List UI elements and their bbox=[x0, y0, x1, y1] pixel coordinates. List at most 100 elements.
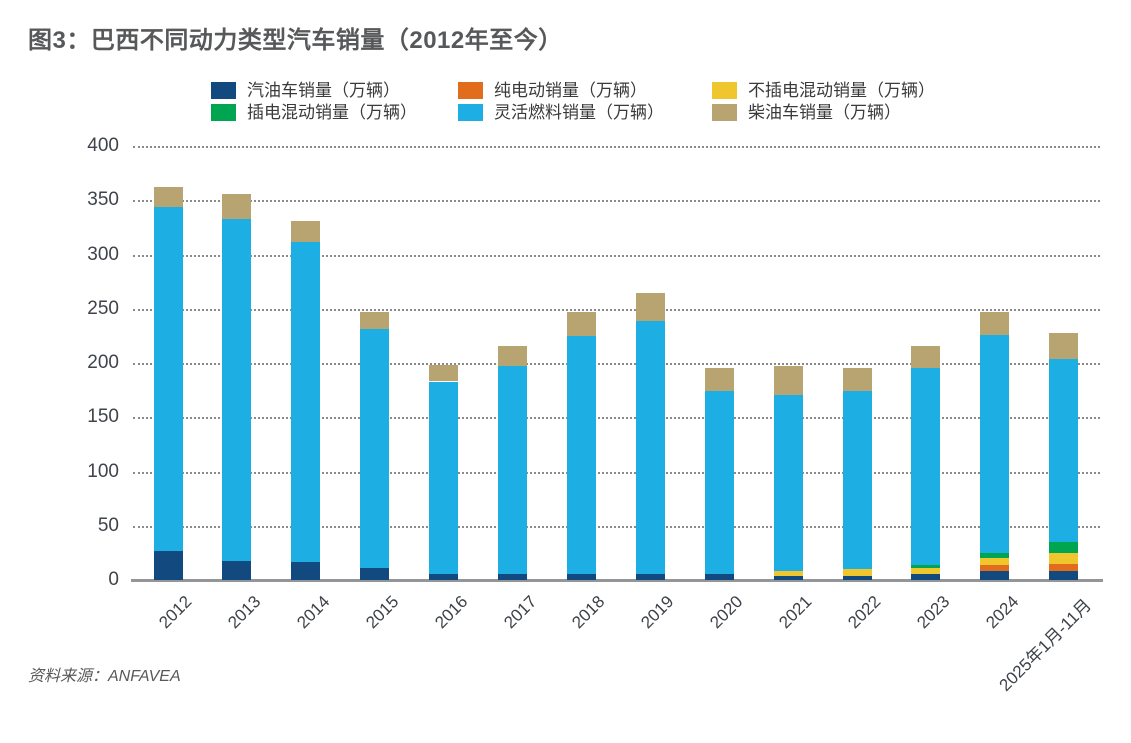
chart-title: 图3：巴西不同动力类型汽车销量（2012年至今） bbox=[28, 27, 563, 54]
legend-item-bev: 纯电动销量（万辆） bbox=[458, 80, 712, 100]
grid-line bbox=[133, 471, 1100, 474]
x-tick-label: 2023 bbox=[913, 592, 954, 633]
legend-label: 不插电混动销量（万辆） bbox=[748, 80, 935, 100]
bar-segment-flex bbox=[842, 391, 872, 570]
x-tick-label: 2015 bbox=[361, 592, 403, 633]
x-tick-label: 2019 bbox=[637, 592, 678, 633]
bar-2014 bbox=[291, 146, 321, 580]
bar-segment-diesel bbox=[773, 366, 803, 395]
bar-2022 bbox=[842, 146, 872, 580]
legend-label: 汽油车销量（万辆） bbox=[247, 80, 400, 100]
bar-segment-gasoline bbox=[291, 561, 321, 580]
bar-segment-flex bbox=[566, 335, 596, 574]
bar-segment-gasoline bbox=[153, 550, 183, 580]
grid-line bbox=[133, 308, 1100, 311]
bar-segment-diesel bbox=[980, 312, 1010, 335]
legend-item-flex: 灵活燃料销量（万辆） bbox=[458, 102, 712, 122]
x-tick-label: 2014 bbox=[293, 592, 334, 633]
bar-segment-hev bbox=[911, 568, 941, 574]
bar-2012 bbox=[153, 146, 183, 580]
bar-segment-phev bbox=[980, 552, 1010, 559]
legend-item-hev: 不插电混动销量（万辆） bbox=[712, 80, 935, 100]
bar-2020 bbox=[704, 146, 734, 580]
x-tick-label: 2012 bbox=[155, 592, 196, 633]
y-tick-label: 200 bbox=[87, 352, 119, 373]
bar-segment-gasoline bbox=[222, 560, 252, 580]
legend-label: 柴油车销量（万辆） bbox=[748, 102, 901, 122]
bar-segment-flex bbox=[773, 394, 803, 572]
bar-2019 bbox=[635, 146, 665, 580]
bar-segment-gasoline bbox=[360, 568, 390, 580]
bar-segment-flex bbox=[980, 334, 1010, 553]
bar-segment-diesel bbox=[911, 345, 941, 369]
y-tick-label: 50 bbox=[97, 514, 119, 536]
bar-segment-hev bbox=[1049, 552, 1079, 564]
x-tick-label: 2021 bbox=[775, 592, 816, 633]
bar-segment-hev bbox=[980, 558, 1010, 565]
y-tick-label: 350 bbox=[87, 189, 119, 211]
legend-item-gasoline: 汽油车销量（万辆） bbox=[211, 80, 458, 100]
bar-segment-gasoline bbox=[980, 571, 1010, 580]
bar-2015 bbox=[360, 146, 390, 580]
bar-2024 bbox=[980, 146, 1010, 580]
legend-item-phev: 插电混动销量（万辆） bbox=[211, 103, 458, 121]
bar-segment-diesel bbox=[704, 368, 734, 392]
legend-item-diesel: 柴油车销量（万辆） bbox=[712, 102, 935, 122]
x-tick-label: 2020 bbox=[706, 592, 747, 633]
x-tick-label: 2017 bbox=[499, 592, 540, 633]
x-tick-label: 2024 bbox=[982, 592, 1023, 633]
bar-segment-flex bbox=[635, 320, 665, 574]
y-tick-label: 150 bbox=[87, 406, 119, 428]
bar-segment-gasoline bbox=[704, 573, 734, 580]
x-tick-label: 2013 bbox=[224, 592, 265, 633]
legend-swatch-diesel bbox=[712, 104, 737, 121]
grid-line bbox=[133, 146, 1100, 148]
y-tick-label: 300 bbox=[87, 243, 119, 265]
source-note: 资料来源：ANFAVEA bbox=[28, 668, 181, 685]
grid-line bbox=[133, 363, 1100, 365]
bar-segment-diesel bbox=[498, 345, 527, 367]
bar-segment-hev bbox=[842, 569, 872, 576]
bar-segment-flex bbox=[222, 218, 252, 561]
bar-segment-diesel bbox=[635, 292, 665, 321]
legend-swatch-gasoline bbox=[211, 82, 236, 99]
legend-swatch-flex bbox=[458, 104, 483, 121]
bar-segment-diesel bbox=[429, 365, 459, 382]
bar-2023 bbox=[911, 146, 941, 580]
legend-swatch-phev bbox=[211, 104, 236, 121]
legend-label: 纯电动销量（万辆） bbox=[494, 80, 647, 100]
y-tick-label: 100 bbox=[87, 460, 119, 482]
bar-segment-flex bbox=[360, 329, 390, 569]
legend-swatch-bev bbox=[458, 82, 483, 99]
bar-2018 bbox=[566, 146, 596, 580]
y-tick-label: 0 bbox=[108, 569, 119, 590]
bar-segment-flex bbox=[911, 368, 941, 565]
bar-segment-flex bbox=[153, 206, 183, 551]
bar-segment-diesel bbox=[153, 187, 183, 207]
bar-segment-gasoline bbox=[1049, 571, 1079, 580]
bar-segment-diesel bbox=[291, 220, 321, 242]
grid-line bbox=[133, 200, 1100, 203]
chart-legend: 汽油车销量（万辆） 纯电动销量（万辆） 不插电混动销量（万辆） 插电混动销量（万辆） 灵… bbox=[211, 80, 935, 122]
bar-2021 bbox=[773, 146, 803, 580]
bar-segment-phev bbox=[911, 564, 941, 569]
grid-line bbox=[133, 525, 1100, 528]
grid-line bbox=[133, 254, 1100, 257]
bar-2016 bbox=[429, 146, 459, 580]
bar-2017 bbox=[498, 146, 527, 580]
x-axis-line bbox=[131, 579, 1103, 582]
legend-label: 灵活燃料销量（万辆） bbox=[494, 102, 664, 122]
x-tick-label: 2016 bbox=[430, 592, 472, 633]
bar-segment-diesel bbox=[566, 312, 596, 336]
bar-segment-gasoline bbox=[498, 573, 527, 580]
y-tick-label: 400 bbox=[87, 135, 119, 156]
bar-segment-gasoline bbox=[635, 573, 665, 580]
bar-segment-diesel bbox=[360, 312, 390, 330]
plot-area bbox=[131, 146, 1103, 582]
bar-segment-diesel bbox=[222, 193, 252, 219]
bar-segment-flex bbox=[291, 241, 321, 562]
bar-2013 bbox=[222, 146, 252, 580]
bar-segment-gasoline bbox=[566, 573, 596, 580]
bar-segment-gasoline bbox=[911, 573, 941, 580]
bar-segment-diesel bbox=[1049, 332, 1079, 359]
